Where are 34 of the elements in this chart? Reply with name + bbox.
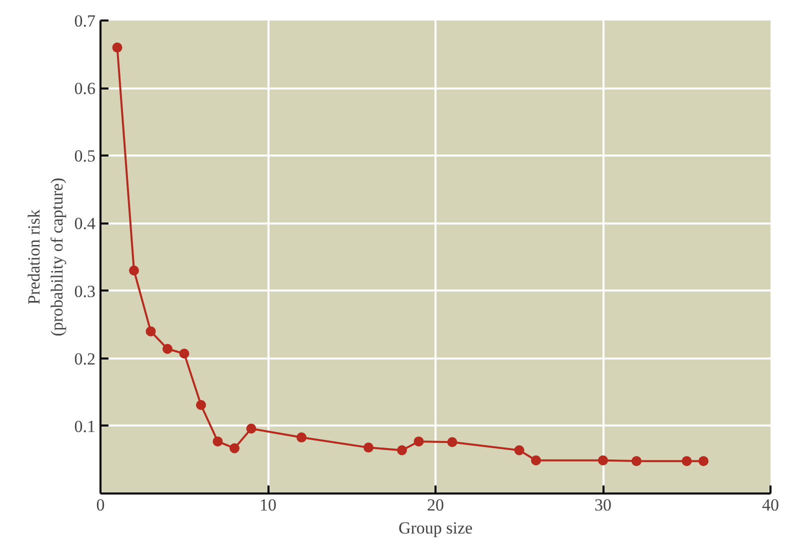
y-tick-label: 0.7 bbox=[74, 12, 96, 30]
point bbox=[246, 424, 256, 434]
point bbox=[196, 400, 206, 410]
point bbox=[414, 436, 424, 446]
point bbox=[296, 432, 306, 442]
point bbox=[162, 344, 172, 354]
y-tick-label: 0.3 bbox=[74, 282, 96, 301]
point bbox=[447, 437, 458, 448]
x-tick-label: 0 bbox=[96, 496, 105, 514]
point bbox=[531, 455, 541, 466]
x-tick-label: 20 bbox=[427, 496, 444, 514]
point bbox=[230, 443, 240, 454]
point bbox=[397, 445, 407, 456]
y-tick-label: 0.6 bbox=[74, 79, 96, 98]
point bbox=[179, 348, 190, 359]
x-tick-label: 30 bbox=[594, 496, 612, 514]
point bbox=[514, 445, 524, 456]
y-axis-title: Predation risk (probability of capture) bbox=[24, 178, 66, 336]
point bbox=[129, 266, 139, 276]
x-tick-label: 40 bbox=[762, 496, 779, 514]
y-tick-label: 0.5 bbox=[74, 146, 96, 166]
point bbox=[112, 42, 122, 53]
point bbox=[698, 456, 708, 466]
point bbox=[598, 455, 608, 466]
y-tick-label: 0.4 bbox=[74, 214, 96, 234]
point bbox=[212, 436, 223, 446]
point bbox=[364, 442, 374, 453]
x-axis-title: Group size bbox=[398, 518, 473, 538]
y-tick-label: 0.1 bbox=[74, 416, 96, 436]
point bbox=[146, 326, 156, 336]
point bbox=[682, 456, 692, 466]
point bbox=[632, 456, 642, 466]
y-tick-label: 0.2 bbox=[74, 349, 96, 368]
x-tick-label: 10 bbox=[260, 496, 276, 514]
